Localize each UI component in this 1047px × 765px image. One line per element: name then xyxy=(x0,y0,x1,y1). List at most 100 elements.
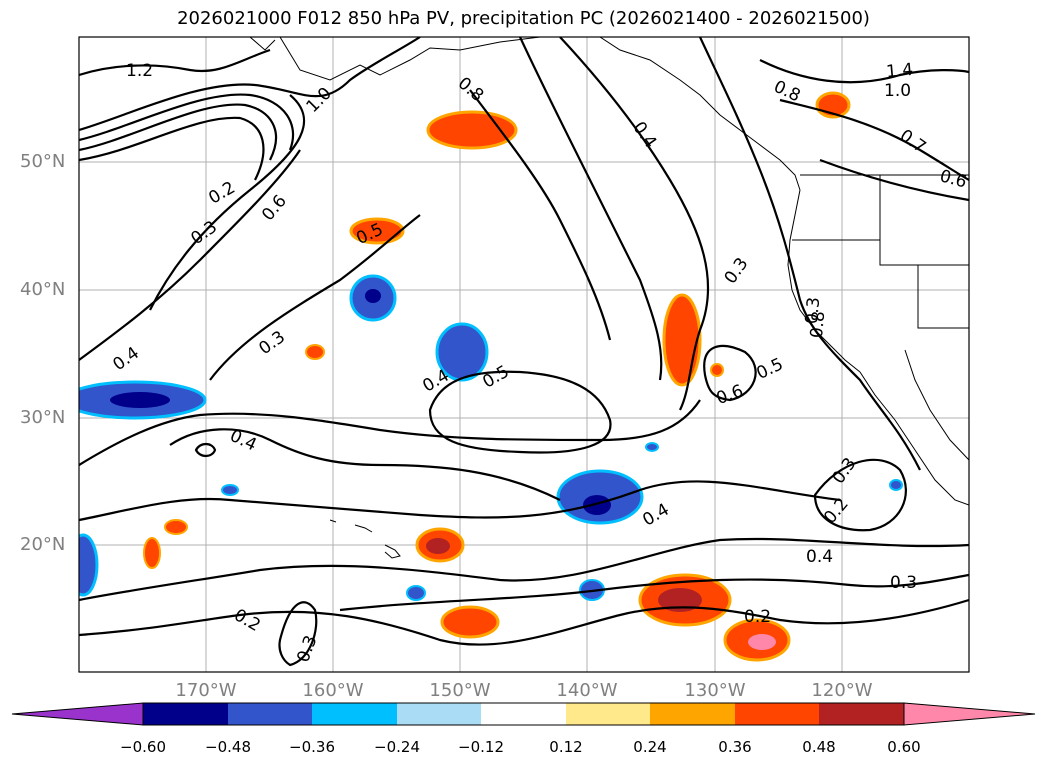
state-border-1 xyxy=(879,175,969,266)
precip-small-1 xyxy=(305,344,325,360)
contour-0-4 xyxy=(79,149,301,361)
contour-label: 0.3 xyxy=(721,254,753,288)
contour-center-closed xyxy=(428,370,612,454)
colorbar-tick-label: 0.12 xyxy=(549,738,583,756)
colorbar-bin xyxy=(143,703,228,725)
contour-mid-2 xyxy=(169,428,561,501)
contour-east-3 xyxy=(469,89,612,341)
contour-label: 0.4 xyxy=(639,500,672,531)
colorbar-tick-label: 0.36 xyxy=(718,738,752,756)
contour-label: 0.5 xyxy=(754,354,787,384)
contour-closed-south-small xyxy=(278,601,318,667)
contour-label: 0.6 xyxy=(938,166,969,192)
contour-mid-1 xyxy=(79,399,701,466)
pv-contours xyxy=(79,37,969,667)
contour-east-5 xyxy=(759,59,969,84)
lat-label-50n: 50°N xyxy=(20,151,66,172)
contour-east-1 xyxy=(559,37,710,411)
contour-label: 1.0 xyxy=(884,81,911,101)
precip-neg-north-core xyxy=(365,289,381,303)
contour-label: 0.8 xyxy=(807,310,829,339)
precip-negative xyxy=(79,274,903,601)
aleutian-coast xyxy=(249,37,276,51)
contour-label: 0.3 xyxy=(293,633,321,665)
state-border-2 xyxy=(917,265,969,329)
contour-label: 0.4 xyxy=(109,343,143,375)
contour-east-4 xyxy=(699,37,921,471)
contour-label: 0.2 xyxy=(744,607,771,627)
contour-jet-d xyxy=(79,116,265,181)
contour-label: 0.8 xyxy=(770,77,803,107)
precip-south-2-core xyxy=(658,588,702,612)
contour-east-2 xyxy=(519,37,663,381)
precip-neg-small-4 xyxy=(889,479,903,491)
colorbar-frame xyxy=(142,702,905,726)
contour-closed-0-6 xyxy=(703,344,757,402)
precip-north-pacific xyxy=(349,217,405,245)
contour-closed-small xyxy=(194,442,217,458)
alaska-coast xyxy=(279,37,541,81)
contour-label: 1.2 xyxy=(126,61,153,81)
contour-0-4-long xyxy=(79,537,969,602)
contour-0-2-long xyxy=(79,598,969,646)
precip-small-3 xyxy=(164,519,188,535)
colorbar-tick-label: −0.60 xyxy=(120,738,166,756)
precip-south-3-core xyxy=(748,634,776,650)
contour-label: 0.3 xyxy=(829,454,861,488)
precip-small-4 xyxy=(143,537,161,569)
precip-neg-subtropic-core xyxy=(583,495,611,515)
lat-label-40n: 40°N xyxy=(20,279,66,300)
coastlines xyxy=(249,37,969,559)
contour-1-2 xyxy=(79,48,271,77)
lat-label-20n: 20°N xyxy=(20,534,66,555)
lon-label-120w: 120°W xyxy=(811,680,873,701)
contour-jet-a xyxy=(79,37,421,132)
contour-label: 1.4 xyxy=(885,60,914,82)
contour-jet-b xyxy=(79,93,295,151)
colorbar-bin xyxy=(735,703,819,725)
precip-neg-small-2 xyxy=(406,585,426,601)
colorbar xyxy=(11,702,1036,726)
precip-neg-small-5 xyxy=(645,442,659,452)
precip-neg-west-core xyxy=(110,392,170,408)
contour-east-7 xyxy=(819,158,969,202)
colorbar-extend-right xyxy=(903,702,1036,726)
contour-closed-south xyxy=(813,458,907,532)
precip-hawaii-core xyxy=(426,538,450,554)
hawaii-islands xyxy=(329,519,401,559)
colorbar-bin xyxy=(312,703,397,725)
precip-south-1 xyxy=(440,605,500,639)
contour-0-3 xyxy=(149,94,306,311)
mexico-mainland-coast xyxy=(904,349,969,461)
bc-coast xyxy=(599,37,801,191)
precip-neg-edge xyxy=(79,533,99,597)
contour-east-6 xyxy=(779,98,969,181)
precip-neg-small-3 xyxy=(221,484,239,496)
contour-label: 0.6 xyxy=(714,381,746,409)
colorbar-extend-left xyxy=(11,702,144,726)
lon-label-140w: 140°W xyxy=(556,680,618,701)
precip-small-2 xyxy=(710,363,724,377)
colorbar-tick-label: −0.36 xyxy=(289,738,335,756)
colorbar-bin xyxy=(650,703,735,725)
precip-offshore-ca xyxy=(662,293,702,387)
colorbar-tick-label: 0.48 xyxy=(802,738,836,756)
colorbar-tick-label: 0.24 xyxy=(633,738,667,756)
lat-label-30n: 30°N xyxy=(20,407,66,428)
contour-label: 0.8 xyxy=(454,73,488,106)
colorbar-bin xyxy=(397,703,481,725)
colorbar-tick-label: 0.60 xyxy=(887,738,921,756)
contour-label: 0.2 xyxy=(820,494,853,528)
chart-title: 2026021000 F012 850 hPa PV, precipitatio… xyxy=(177,8,870,29)
contour-mid-3 xyxy=(79,480,841,522)
lon-label-170w: 170°W xyxy=(175,680,237,701)
baja-coast xyxy=(859,371,969,506)
contour-label: 1.0 xyxy=(303,84,336,117)
colorbar-bin xyxy=(819,703,904,725)
contour-label: 0.4 xyxy=(806,547,833,567)
contour-jet-c xyxy=(79,103,278,161)
lon-label-130w: 130°W xyxy=(684,680,746,701)
contour-label: 0.2 xyxy=(230,605,263,636)
lon-label-150w: 150°W xyxy=(429,680,491,701)
